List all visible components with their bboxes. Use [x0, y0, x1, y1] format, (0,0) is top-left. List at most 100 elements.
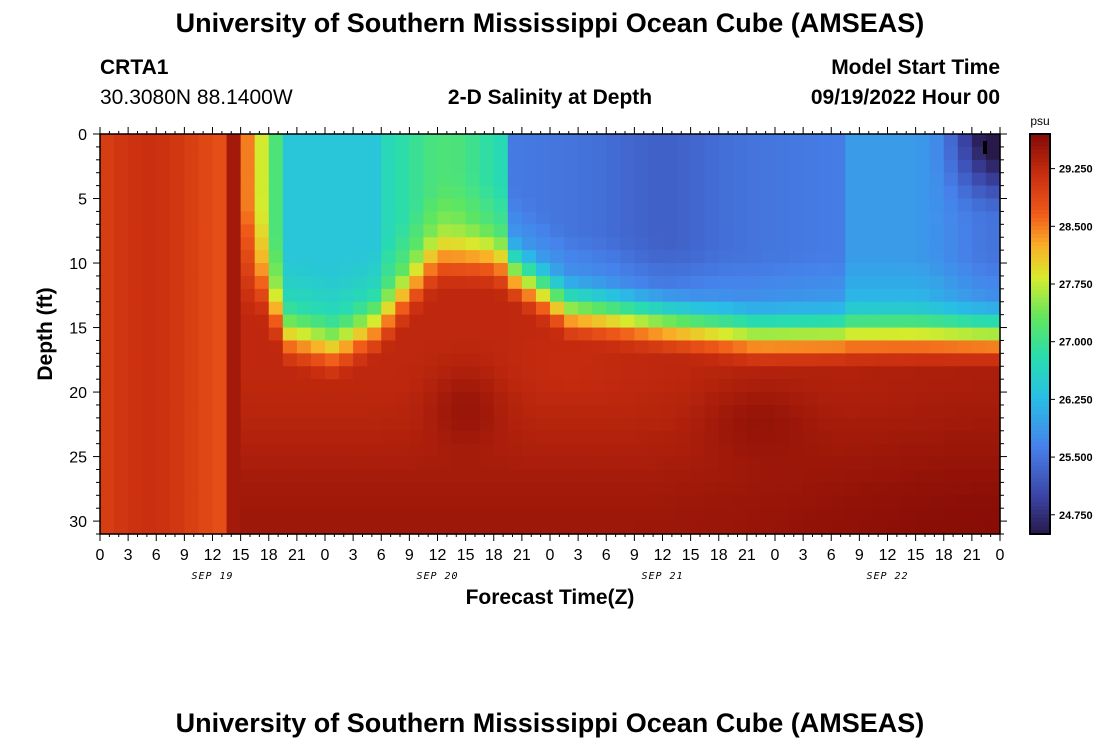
heatmap-cell [114, 250, 129, 264]
heatmap-cell [606, 379, 621, 393]
heatmap-cell [873, 327, 889, 342]
heatmap-cell [156, 508, 171, 522]
heatmap-cell [929, 443, 945, 458]
heatmap-cell [479, 404, 495, 419]
heatmap-cell [367, 159, 382, 174]
x-tick-label: 15 [682, 547, 700, 564]
heatmap-cell [760, 404, 776, 419]
heatmap-cell [648, 482, 664, 496]
heatmap-cell [268, 417, 284, 432]
heatmap-cell [521, 275, 537, 290]
heatmap-cell [859, 495, 875, 509]
heatmap-cell [718, 443, 734, 458]
heatmap-cell [100, 392, 115, 406]
heatmap-cell [985, 327, 1001, 342]
colorbar-tick-label: 27.000 [1059, 337, 1093, 349]
heatmap-cell [395, 443, 410, 458]
heatmap-cell [184, 288, 200, 303]
heatmap-cell [760, 198, 776, 213]
heatmap-cell [339, 301, 354, 316]
heatmap-cell [423, 482, 439, 496]
x-tick-label: 6 [377, 547, 386, 564]
heatmap-cell [760, 443, 776, 458]
heatmap-cell [310, 224, 326, 238]
colorbar-segment [1030, 138, 1050, 143]
heatmap-cell [282, 443, 298, 458]
heatmap-cell [268, 392, 284, 406]
heatmap-cell [648, 417, 664, 432]
heatmap-cell [676, 314, 692, 329]
heatmap-cell [507, 198, 523, 213]
heatmap-cell [226, 392, 242, 406]
heatmap-cell [353, 134, 368, 148]
heatmap-cell [339, 430, 354, 445]
heatmap-cell [156, 469, 171, 483]
heatmap-cell [100, 353, 115, 367]
heatmap-cell [184, 353, 200, 367]
heatmap-cell [184, 159, 200, 174]
heatmap-cell [339, 353, 354, 367]
heatmap-cell [634, 366, 650, 380]
heatmap-cell [254, 443, 270, 458]
heatmap-cell [831, 469, 846, 483]
heatmap-cell [282, 237, 298, 251]
heatmap-cell [578, 392, 593, 406]
heatmap-cell [831, 250, 846, 264]
colorbar-segment [1030, 334, 1050, 339]
heatmap-cell [170, 495, 185, 509]
heatmap-cell [114, 224, 129, 238]
heatmap-cell [831, 340, 846, 354]
heatmap-cell [901, 469, 917, 483]
heatmap-cell [662, 185, 678, 200]
heatmap-cell [578, 146, 593, 161]
heatmap-cell [479, 185, 495, 200]
heatmap-cell [282, 263, 298, 277]
heatmap-cell [929, 275, 945, 290]
heatmap-cell [606, 198, 621, 213]
heatmap-cell [817, 379, 832, 393]
y-axis-title: Depth (ft) [34, 287, 57, 380]
colorbar-segment [1030, 366, 1050, 371]
heatmap-cell [985, 237, 1001, 251]
heatmap-cell [156, 146, 171, 161]
heatmap-cell [971, 237, 987, 251]
heatmap-cell [198, 482, 214, 496]
heatmap-cell [957, 134, 973, 148]
heatmap-cell [507, 237, 523, 251]
heatmap-cell [775, 379, 790, 393]
heatmap-cell [395, 379, 410, 393]
heatmap-cell [606, 508, 621, 522]
heatmap-cell [620, 237, 635, 251]
heatmap-cell [887, 456, 903, 471]
heatmap-cell [395, 340, 410, 354]
heatmap-cell [325, 159, 340, 174]
heatmap-cell [887, 146, 903, 161]
heatmap-cell [395, 469, 410, 483]
heatmap-cell [901, 224, 917, 238]
x-tick-label: 0 [771, 547, 780, 564]
heatmap-cell [901, 379, 917, 393]
x-tick-label: 15 [232, 547, 250, 564]
heatmap-cell [339, 508, 354, 522]
heatmap-cell [310, 327, 326, 342]
heatmap-cell [310, 521, 326, 535]
heatmap-cell [732, 159, 748, 174]
heatmap-cell [325, 224, 340, 238]
heatmap-cell [775, 224, 790, 238]
heatmap-cell [254, 521, 270, 535]
heatmap-cell [873, 211, 889, 225]
heatmap-cell [367, 146, 382, 161]
heatmap-cell [803, 456, 818, 471]
heatmap-cell [690, 159, 706, 174]
heatmap-cell [254, 314, 270, 329]
heatmap-cell [901, 430, 917, 445]
heatmap-cell [367, 353, 382, 367]
heatmap-cell [381, 353, 396, 367]
heatmap-cell [592, 288, 607, 303]
heatmap-cell [676, 327, 692, 342]
heatmap-cell [268, 340, 284, 354]
colorbar-segment [1030, 290, 1050, 295]
heatmap-cell [184, 327, 200, 342]
heatmap-cell [704, 482, 720, 496]
colorbar-segment [1030, 318, 1050, 323]
